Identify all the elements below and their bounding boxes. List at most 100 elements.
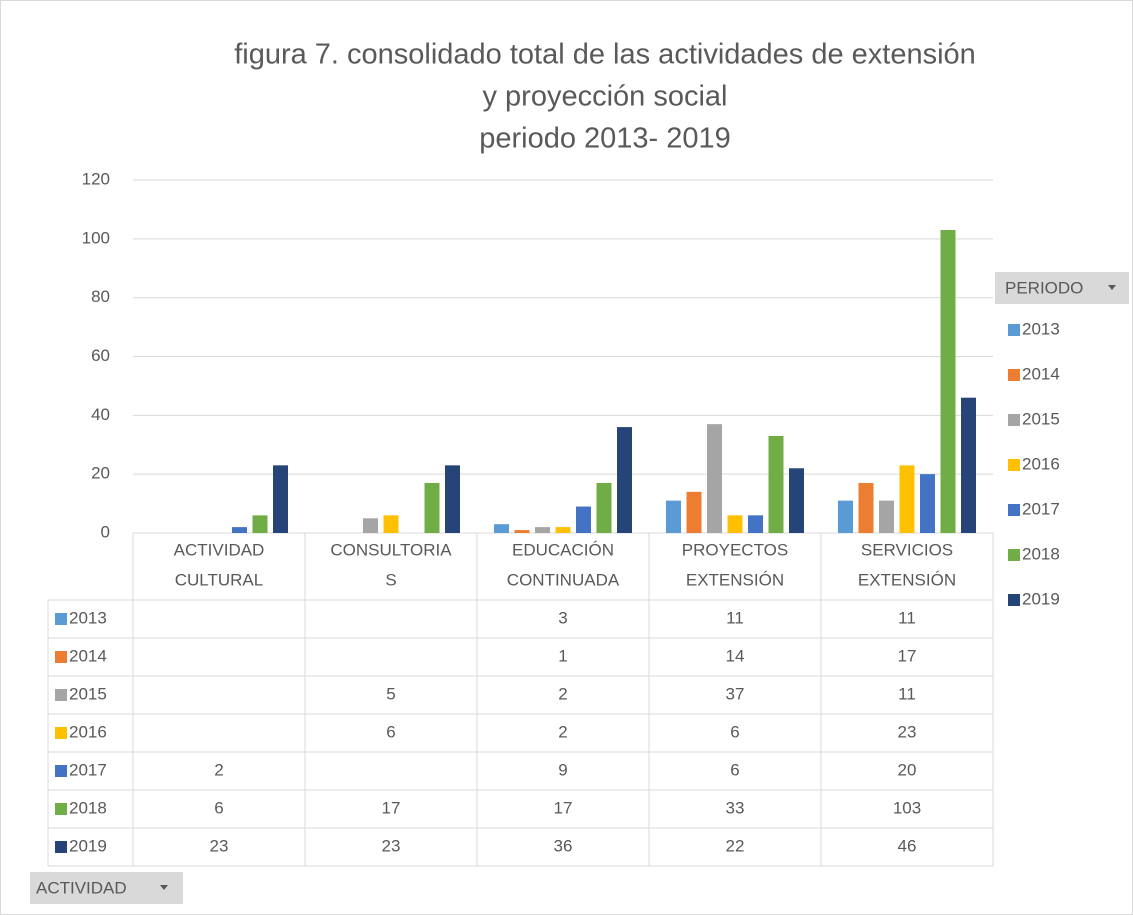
table-row-label: 2019 [69,836,107,855]
table-cell: 17 [898,646,917,665]
x-tick-label: S [385,570,396,589]
bar [789,468,804,533]
x-tick-label: CONTINUADA [507,570,620,589]
legend-key [1008,549,1020,561]
table-legend-key [55,613,67,625]
bar [748,515,763,533]
table-legend-key [55,765,67,777]
table-legend-key [55,651,67,663]
legend-key [1008,459,1020,471]
y-tick-label: 20 [91,464,110,483]
table-cell: 37 [726,684,745,703]
chart-title: y proyección social [483,81,728,113]
table-cell: 14 [726,646,745,665]
row-field: ACTIVIDAD [36,878,127,897]
bar [727,515,743,533]
bar [424,482,440,533]
table-cell: 6 [386,722,395,741]
bar [879,500,894,533]
x-tick-label: EXTENSIÓN [686,570,784,589]
legend-label: 2019 [1022,589,1060,608]
table-cell: 9 [558,760,567,779]
bar [383,515,399,533]
table-cell: 17 [554,798,573,817]
table-legend-key [55,689,67,701]
table-cell: 1 [558,646,567,665]
table-cell: 2 [558,684,567,703]
y-tick-label: 0 [101,522,110,541]
bar [252,515,268,533]
table-cell: 11 [898,684,916,703]
table-legend-key [55,803,67,815]
legend-field-button[interactable] [995,272,1129,304]
legend-label: 2013 [1022,319,1060,338]
legend-label: 2016 [1022,454,1060,473]
bar [494,524,509,533]
table-cell: 20 [898,760,917,779]
bar [940,230,956,533]
bar [961,397,976,533]
table-cell: 33 [726,798,745,817]
bar [858,482,874,533]
bar [514,530,530,533]
bar [555,527,571,533]
x-tick-label: SERVICIOS [861,540,953,559]
legend-key [1008,594,1020,606]
bar [617,427,632,533]
row-field-button[interactable] [30,872,183,904]
y-tick-label: 80 [91,287,110,306]
dropdown-icon [1108,285,1116,290]
bar [920,474,935,533]
x-tick-label: CULTURAL [175,570,263,589]
table-cell: 23 [210,836,229,855]
table-cell: 36 [554,836,573,855]
table-cell: 11 [726,608,744,627]
bar [576,506,591,533]
bar [838,500,853,533]
table-cell: 46 [898,836,917,855]
table-cell: 6 [214,798,223,817]
table-cell: 23 [382,836,401,855]
y-tick-label: 40 [91,405,110,424]
table-cell: 6 [730,760,739,779]
table-row-label: 2013 [69,608,107,627]
y-tick-label: 120 [82,169,110,188]
table-row-label: 2015 [69,684,107,703]
table-cell: 3 [558,608,567,627]
chart-title: periodo 2013- 2019 [479,123,731,155]
x-tick-label: EDUCACIÓN [512,540,614,559]
table-legend-key [55,727,67,739]
legend-label: 2015 [1022,409,1060,428]
x-tick-label: CONSULTORIA [330,540,452,559]
table-legend-key [55,841,67,853]
table-cell: 5 [386,684,395,703]
legend-label: 2018 [1022,544,1060,563]
table-cell: 2 [558,722,567,741]
bar [899,465,915,533]
legend-key [1008,414,1020,426]
chart-title: figura 7. consolidado total de las activ… [234,39,976,71]
bar [273,465,288,533]
bar [596,482,612,533]
table-cell: 17 [382,798,401,817]
legend-label: 2017 [1022,499,1060,518]
table-row-label: 2018 [69,798,107,817]
bar [768,435,784,533]
bar [707,424,722,533]
table-row-label: 2014 [69,646,107,665]
table-cell: 6 [730,722,739,741]
legend-title: PERIODO [1005,278,1083,297]
table-cell: 2 [214,760,223,779]
legend-label: 2014 [1022,364,1060,383]
table-cell: 11 [898,608,916,627]
y-tick-label: 60 [91,346,110,365]
y-tick-label: 100 [82,228,110,247]
bar [535,527,550,533]
bar [232,527,247,533]
legend-key [1008,504,1020,516]
bar [686,491,702,533]
table-cell: 103 [893,798,921,817]
bar [445,465,460,533]
bar [666,500,681,533]
